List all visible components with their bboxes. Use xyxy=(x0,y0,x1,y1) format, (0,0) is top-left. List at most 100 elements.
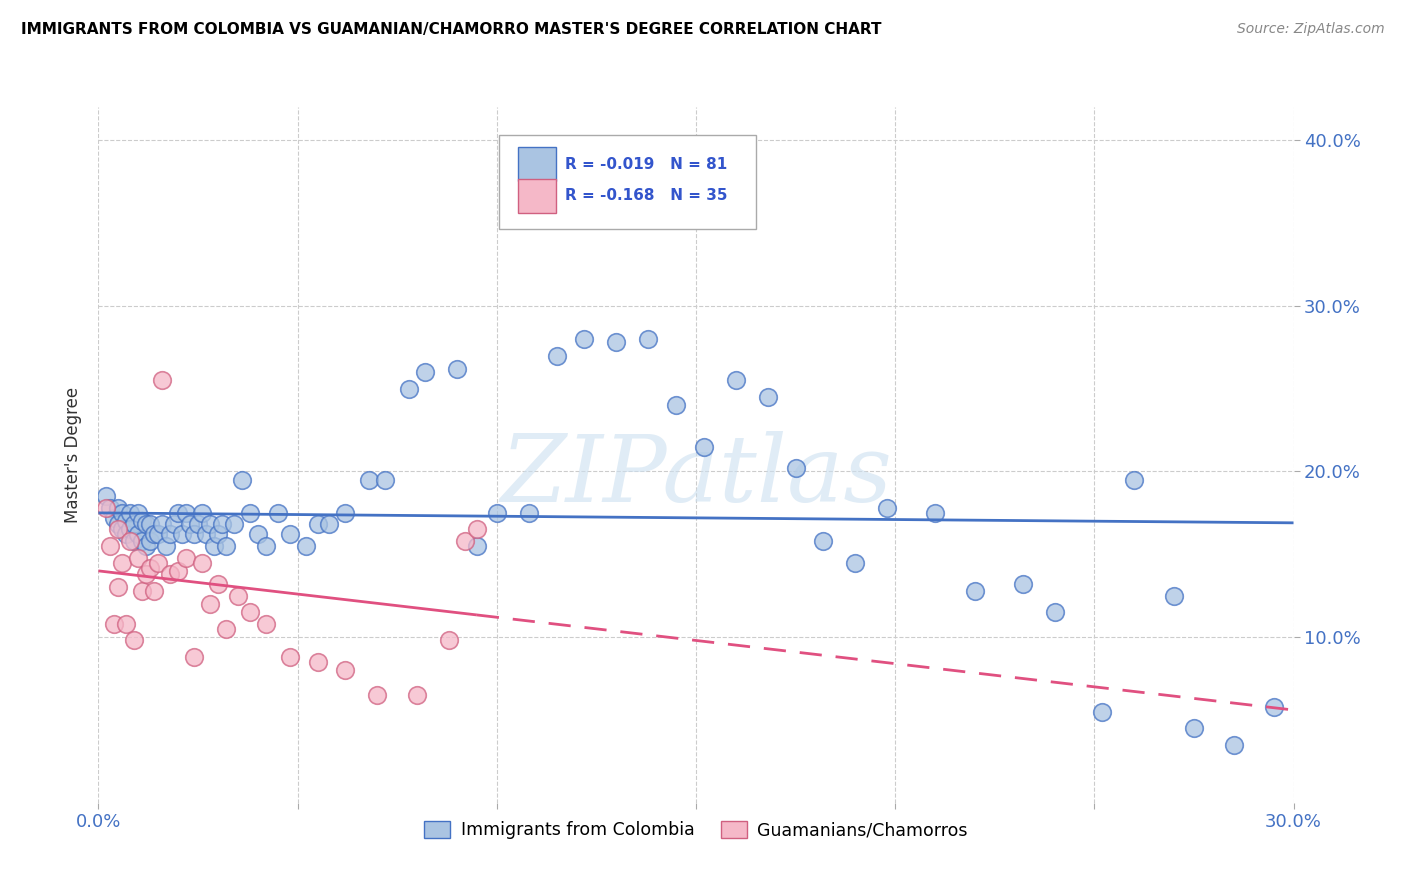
Point xyxy=(159,567,181,582)
Text: R = -0.168   N = 35: R = -0.168 N = 35 xyxy=(565,188,727,202)
Point xyxy=(1123,473,1146,487)
Point xyxy=(155,539,177,553)
Point xyxy=(963,583,986,598)
Point xyxy=(756,390,779,404)
Point xyxy=(366,688,388,702)
Point xyxy=(785,461,807,475)
Point xyxy=(267,506,290,520)
Text: R = -0.019   N = 81: R = -0.019 N = 81 xyxy=(565,157,727,171)
Point xyxy=(150,517,173,532)
Point xyxy=(215,622,238,636)
Point xyxy=(198,597,221,611)
Point xyxy=(207,577,229,591)
Point xyxy=(318,517,340,532)
Point xyxy=(183,650,205,665)
Point xyxy=(96,500,118,515)
Point xyxy=(103,511,125,525)
Point xyxy=(111,506,134,520)
Point xyxy=(665,398,688,412)
Point xyxy=(159,527,181,541)
Point xyxy=(139,534,162,549)
Point xyxy=(605,335,627,350)
Point xyxy=(174,550,197,565)
Point xyxy=(239,506,262,520)
Point xyxy=(1043,605,1066,619)
Point xyxy=(226,589,249,603)
Point xyxy=(124,633,146,648)
Legend: Immigrants from Colombia, Guamanians/Chamorros: Immigrants from Colombia, Guamanians/Cha… xyxy=(418,814,974,847)
Point xyxy=(174,506,197,520)
Point xyxy=(207,527,229,541)
Point xyxy=(183,527,205,541)
Point xyxy=(876,500,898,515)
Point xyxy=(413,365,436,379)
Point xyxy=(278,650,301,665)
Point xyxy=(374,473,396,487)
Point xyxy=(187,517,209,532)
Point xyxy=(127,527,149,541)
Point xyxy=(148,556,170,570)
Point xyxy=(724,373,747,387)
Point xyxy=(294,539,316,553)
Point xyxy=(135,517,157,532)
Point xyxy=(454,534,477,549)
Point xyxy=(198,517,221,532)
Text: IMMIGRANTS FROM COLOMBIA VS GUAMANIAN/CHAMORRO MASTER'S DEGREE CORRELATION CHART: IMMIGRANTS FROM COLOMBIA VS GUAMANIAN/CH… xyxy=(21,22,882,37)
Point xyxy=(107,517,129,532)
Point xyxy=(103,616,125,631)
Point xyxy=(115,527,138,541)
Point xyxy=(278,527,301,541)
Point xyxy=(107,523,129,537)
Point xyxy=(139,560,162,574)
Point xyxy=(446,361,468,376)
Point xyxy=(127,550,149,565)
Point xyxy=(844,556,866,570)
Point xyxy=(98,539,122,553)
Point xyxy=(135,539,157,553)
Point xyxy=(120,506,142,520)
Point xyxy=(127,506,149,520)
Point xyxy=(111,556,134,570)
Point xyxy=(924,506,946,520)
Point xyxy=(143,527,166,541)
FancyBboxPatch shape xyxy=(517,147,557,181)
Text: ZIPatlas: ZIPatlas xyxy=(501,431,891,521)
Point xyxy=(813,534,835,549)
Point xyxy=(246,527,269,541)
FancyBboxPatch shape xyxy=(499,135,756,229)
Point xyxy=(1223,738,1246,752)
Point xyxy=(163,517,186,532)
Point xyxy=(143,583,166,598)
Point xyxy=(254,539,277,553)
Text: Source: ZipAtlas.com: Source: ZipAtlas.com xyxy=(1237,22,1385,37)
Point xyxy=(96,489,118,503)
Point xyxy=(115,616,138,631)
Point xyxy=(172,527,194,541)
Point xyxy=(179,517,201,532)
Point xyxy=(398,382,420,396)
Point xyxy=(120,534,142,549)
Point xyxy=(239,605,262,619)
Point xyxy=(107,581,129,595)
Point xyxy=(335,506,357,520)
Point xyxy=(465,523,488,537)
Point xyxy=(215,539,238,553)
Point xyxy=(191,556,214,570)
Point xyxy=(131,514,153,528)
Point xyxy=(1182,721,1205,735)
Point xyxy=(120,523,142,537)
Point xyxy=(131,534,153,549)
Point xyxy=(98,500,122,515)
Point xyxy=(202,539,225,553)
Point xyxy=(222,517,245,532)
Point xyxy=(574,332,596,346)
Point xyxy=(167,506,190,520)
Point xyxy=(195,527,218,541)
Point xyxy=(359,473,381,487)
Y-axis label: Master's Degree: Master's Degree xyxy=(63,387,82,523)
Point xyxy=(485,506,508,520)
Point xyxy=(115,514,138,528)
Point xyxy=(211,517,233,532)
Point xyxy=(1263,699,1285,714)
Point xyxy=(124,534,146,549)
